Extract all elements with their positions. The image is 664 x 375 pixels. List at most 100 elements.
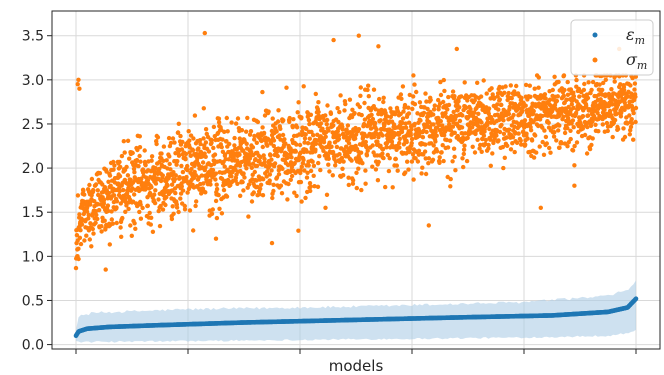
sigma-point [571, 90, 576, 95]
sigma-point [245, 115, 250, 121]
sigma-point [432, 103, 437, 108]
sigma-point [447, 138, 453, 143]
sigma-point [423, 156, 428, 161]
sigma-point [235, 181, 240, 186]
sigma-point [201, 106, 206, 111]
sigma-point [531, 155, 537, 160]
sigma-point [350, 107, 355, 113]
sigma-point [480, 136, 485, 142]
sigma-point [311, 133, 316, 138]
sigma-point [460, 156, 465, 161]
sigma-point [582, 132, 588, 138]
sigma-point [533, 104, 539, 109]
sigma-point [308, 184, 313, 189]
sigma-point [533, 133, 538, 138]
sigma-point [268, 153, 273, 158]
sigma-point [295, 110, 300, 115]
sigma-point [358, 150, 364, 155]
sigma-point [374, 127, 379, 132]
sigma-point [333, 163, 338, 168]
sigma-point [557, 123, 562, 128]
sigma-point [220, 137, 225, 142]
sigma-point [459, 94, 464, 99]
sigma-point [77, 235, 83, 240]
sigma-point [461, 151, 466, 157]
sigma-point [88, 202, 93, 207]
sigma-point [118, 225, 123, 230]
sigma-point [82, 238, 87, 243]
sigma-point [118, 164, 123, 170]
sigma-point [190, 148, 196, 153]
sigma-point [197, 138, 203, 143]
sigma-point [108, 183, 113, 188]
sigma-point [441, 158, 446, 164]
sigma-point [254, 140, 259, 145]
sigma-point [201, 181, 206, 186]
sigma-point [293, 149, 298, 154]
legend-box [570, 19, 654, 76]
sigma-point [431, 122, 436, 127]
sigma-point [296, 100, 301, 105]
sigma-point [443, 110, 448, 116]
sigma-point [523, 142, 528, 147]
sigma-point [97, 171, 103, 176]
sigma-point [350, 178, 356, 183]
sigma-point [302, 136, 308, 141]
sigma-point [222, 152, 228, 157]
sigma-point [84, 209, 90, 214]
sigma-point [73, 265, 79, 271]
sigma-point [406, 111, 412, 116]
sigma-point [586, 113, 591, 118]
sigma-point [397, 145, 402, 150]
sigma-point [177, 175, 182, 180]
sigma-point [185, 190, 190, 195]
sigma-point [166, 135, 172, 141]
sigma-point [149, 185, 154, 190]
sigma-point [463, 105, 469, 111]
sigma-point [343, 101, 348, 107]
sigma-point [546, 120, 551, 126]
sigma-point [294, 142, 299, 147]
sigma-point [211, 124, 217, 130]
sigma-point [171, 170, 176, 175]
sigma-point [114, 220, 119, 226]
sigma-point [269, 168, 274, 173]
sigma-point [419, 171, 424, 176]
sigma-point [508, 147, 514, 152]
sigma-point [437, 155, 442, 160]
sigma-point [408, 133, 413, 138]
sigma-point [78, 241, 84, 247]
sigma-point [191, 228, 196, 233]
sigma-point [481, 133, 487, 138]
sigma-point [627, 132, 632, 137]
sigma-point [254, 178, 259, 183]
sigma-point [222, 164, 227, 169]
sigma-point [161, 158, 166, 163]
sigma-point [477, 146, 482, 151]
sigma-point [438, 79, 443, 85]
sigma-point [479, 149, 484, 154]
sigma-point [189, 166, 194, 172]
sigma-point [517, 106, 522, 111]
sigma-point [100, 182, 105, 187]
sigma-point [370, 164, 375, 169]
sigma-point [89, 244, 94, 249]
sigma-point [364, 153, 370, 158]
sigma-point [633, 74, 638, 79]
sigma-point [132, 192, 137, 197]
sigma-point [468, 106, 473, 112]
sigma-point [270, 116, 275, 121]
sigma-point [313, 141, 319, 146]
sigma-point [141, 170, 146, 175]
sigma-point [440, 123, 445, 128]
epsilon-band-layer [76, 280, 636, 343]
sigma-point [274, 175, 280, 180]
sigma-point [433, 139, 438, 144]
sigma-point [278, 126, 283, 131]
sigma-point [380, 133, 385, 138]
sigma-point [517, 101, 523, 107]
sigma-point [378, 118, 383, 123]
sigma-point [448, 184, 453, 189]
sigma-point [589, 87, 594, 93]
